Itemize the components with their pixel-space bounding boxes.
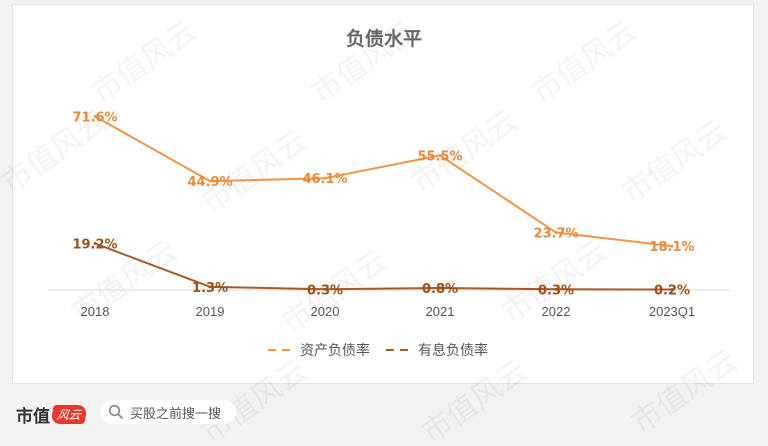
data-label: 0.3% (307, 283, 343, 298)
x-tick-label: 2020 (311, 304, 340, 319)
search-box[interactable]: 买股之前搜一搜 (100, 400, 236, 424)
data-point (670, 288, 674, 292)
data-point (438, 286, 442, 290)
data-point (323, 287, 327, 291)
data-point (438, 153, 442, 157)
legend-label: 有息负债率 (418, 342, 488, 359)
data-label: 55.5% (417, 149, 462, 164)
data-point (208, 179, 212, 183)
watermark-text: 市值风云 (615, 113, 733, 210)
legend-label: 资产负债率 (300, 342, 370, 359)
chart-title: 负债水平 (345, 28, 422, 50)
logo-badge: 风云 (50, 405, 88, 424)
data-label: 1.3% (192, 281, 228, 296)
x-tick-label: 2019 (196, 304, 225, 319)
data-label: 0.2% (654, 284, 690, 299)
footer-bar: 市值 风云 买股之前搜一搜 (0, 386, 768, 446)
data-point (93, 114, 97, 118)
data-point (554, 231, 558, 235)
data-label: 46.1% (302, 172, 347, 187)
search-placeholder: 买股之前搜一搜 (130, 406, 222, 422)
series-line (94, 115, 673, 248)
data-point (554, 287, 558, 291)
data-point (670, 244, 674, 248)
x-tick-label: 2022 (542, 304, 571, 319)
x-tick-label: 2021 (426, 304, 455, 319)
x-tick-label: 2018 (81, 304, 110, 319)
data-label: 44.9% (187, 175, 232, 190)
data-point (93, 241, 97, 245)
data-label: 0.3% (538, 283, 574, 298)
brand-logo: 市值 风云 (16, 402, 88, 427)
data-label: 18.1% (649, 240, 694, 255)
logo-text: 市值 (16, 407, 50, 427)
series-line (94, 242, 673, 291)
x-tick-label: 2023Q1 (649, 304, 695, 319)
search-icon (108, 404, 123, 419)
chart-card (12, 4, 754, 384)
data-label: 23.7% (533, 227, 578, 242)
data-point (323, 176, 327, 180)
data-point (208, 285, 212, 289)
data-label: 71.6% (72, 110, 117, 125)
data-label: 19.2% (72, 237, 117, 252)
data-label: 0.8% (422, 282, 458, 297)
watermark-text: 市值风云 (195, 123, 313, 220)
